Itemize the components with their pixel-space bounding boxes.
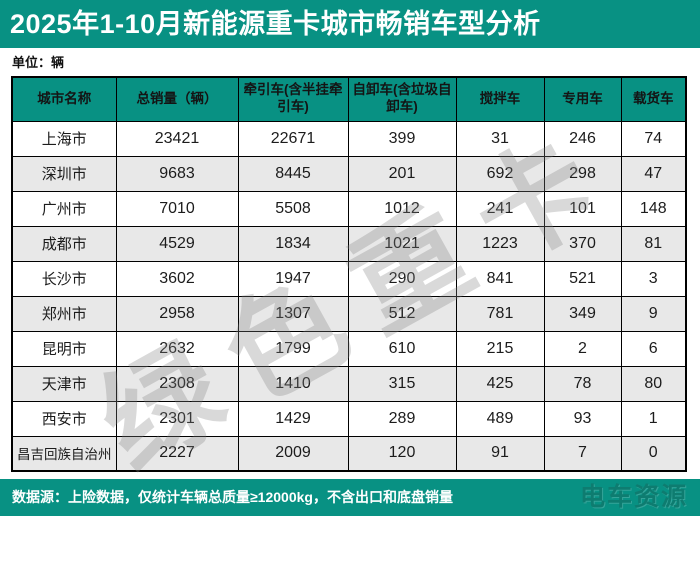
table-row: 昌吉回族自治州 2227 2009 120 91 7 0: [11, 435, 687, 472]
column-header-dump-truck: 自卸车(含垃圾自卸车): [347, 76, 457, 122]
city-name-cell: 成都市: [11, 225, 117, 262]
table-body: 上海市 23421 22671 399 31 246 74 深圳市 9683 8445 201 692…: [11, 120, 687, 472]
column-header-special-vehicle: 专用车: [543, 76, 622, 122]
value-cell: 349: [543, 295, 622, 332]
value-cell: 841: [455, 260, 545, 297]
table-header-row: 城市名称 总销量（辆） 牵引车(含半挂牵引车) 自卸车(含垃圾自卸车) 搅拌车 …: [11, 76, 687, 122]
value-cell: 9683: [115, 155, 239, 192]
column-header-cargo-truck: 载货车: [620, 76, 687, 122]
city-name-cell: 长沙市: [11, 260, 117, 297]
table-row: 郑州市 2958 1307 512 781 349 9: [11, 295, 687, 332]
value-cell: 74: [620, 120, 687, 157]
value-cell: 512: [347, 295, 457, 332]
brand-logo: 电车资源: [579, 483, 688, 511]
value-cell: 425: [455, 365, 545, 402]
value-cell: 1223: [455, 225, 545, 262]
value-cell: 7: [543, 435, 622, 472]
city-name-cell: 昌吉回族自治州: [11, 435, 117, 472]
value-cell: 81: [620, 225, 687, 262]
value-cell: 148: [620, 190, 687, 227]
value-cell: 31: [455, 120, 545, 157]
value-cell: 1429: [237, 400, 349, 437]
value-cell: 23421: [115, 120, 239, 157]
value-cell: 8445: [237, 155, 349, 192]
value-cell: 4529: [115, 225, 239, 262]
value-cell: 521: [543, 260, 622, 297]
value-cell: 610: [347, 330, 457, 367]
value-cell: 1012: [347, 190, 457, 227]
value-cell: 1947: [237, 260, 349, 297]
value-cell: 3: [620, 260, 687, 297]
city-sales-table: 城市名称 总销量（辆） 牵引车(含半挂牵引车) 自卸车(含垃圾自卸车) 搅拌车 …: [11, 76, 687, 472]
value-cell: 1410: [237, 365, 349, 402]
unit-label: 单位：辆: [12, 55, 65, 70]
table-row: 深圳市 9683 8445 201 692 298 47: [11, 155, 687, 192]
city-name-cell: 昆明市: [11, 330, 117, 367]
table-row: 成都市 4529 1834 1021 1223 370 81: [11, 225, 687, 262]
value-cell: 6: [620, 330, 687, 367]
value-cell: 78: [543, 365, 622, 402]
value-cell: 289: [347, 400, 457, 437]
source-note: 数据源：上险数据，仅统计车辆总质量≥12000kg，不含出口和底盘销量: [12, 489, 453, 505]
value-cell: 7010: [115, 190, 239, 227]
value-cell: 246: [543, 120, 622, 157]
value-cell: 781: [455, 295, 545, 332]
value-cell: 1307: [237, 295, 349, 332]
column-header-mixer: 搅拌车: [455, 76, 545, 122]
value-cell: 290: [347, 260, 457, 297]
table-row: 西安市 2301 1429 289 489 93 1: [11, 400, 687, 437]
value-cell: 2308: [115, 365, 239, 402]
value-cell: 298: [543, 155, 622, 192]
value-cell: 399: [347, 120, 457, 157]
city-name-cell: 天津市: [11, 365, 117, 402]
value-cell: 692: [455, 155, 545, 192]
value-cell: 80: [620, 365, 687, 402]
value-cell: 2: [543, 330, 622, 367]
table-row: 长沙市 3602 1947 290 841 521 3: [11, 260, 687, 297]
column-header-tractor: 牵引车(含半挂牵引车): [237, 76, 349, 122]
value-cell: 2958: [115, 295, 239, 332]
value-cell: 1799: [237, 330, 349, 367]
value-cell: 1834: [237, 225, 349, 262]
value-cell: 93: [543, 400, 622, 437]
page-title: 2025年1-10月新能源重卡城市畅销车型分析: [0, 0, 700, 48]
value-cell: 315: [347, 365, 457, 402]
value-cell: 5508: [237, 190, 349, 227]
column-header-total-sales: 总销量（辆）: [115, 76, 239, 122]
value-cell: 3602: [115, 260, 239, 297]
value-cell: 120: [347, 435, 457, 472]
value-cell: 241: [455, 190, 545, 227]
city-name-cell: 上海市: [11, 120, 117, 157]
value-cell: 0: [620, 435, 687, 472]
value-cell: 2009: [237, 435, 349, 472]
value-cell: 370: [543, 225, 622, 262]
value-cell: 91: [455, 435, 545, 472]
footer-bar: 数据源：上险数据，仅统计车辆总质量≥12000kg，不含出口和底盘销量 电车资源: [0, 479, 700, 516]
value-cell: 201: [347, 155, 457, 192]
table-row: 上海市 23421 22671 399 31 246 74: [11, 120, 687, 157]
value-cell: 47: [620, 155, 687, 192]
column-header-city: 城市名称: [11, 76, 117, 122]
city-name-cell: 广州市: [11, 190, 117, 227]
city-name-cell: 深圳市: [11, 155, 117, 192]
value-cell: 2632: [115, 330, 239, 367]
value-cell: 1: [620, 400, 687, 437]
value-cell: 215: [455, 330, 545, 367]
value-cell: 101: [543, 190, 622, 227]
table-row: 天津市 2308 1410 315 425 78 80: [11, 365, 687, 402]
city-name-cell: 郑州市: [11, 295, 117, 332]
value-cell: 9: [620, 295, 687, 332]
table-row: 广州市 7010 5508 1012 241 101 148: [11, 190, 687, 227]
value-cell: 2301: [115, 400, 239, 437]
value-cell: 489: [455, 400, 545, 437]
value-cell: 22671: [237, 120, 349, 157]
value-cell: 2227: [115, 435, 239, 472]
value-cell: 1021: [347, 225, 457, 262]
city-name-cell: 西安市: [11, 400, 117, 437]
table-row: 昆明市 2632 1799 610 215 2 6: [11, 330, 687, 367]
